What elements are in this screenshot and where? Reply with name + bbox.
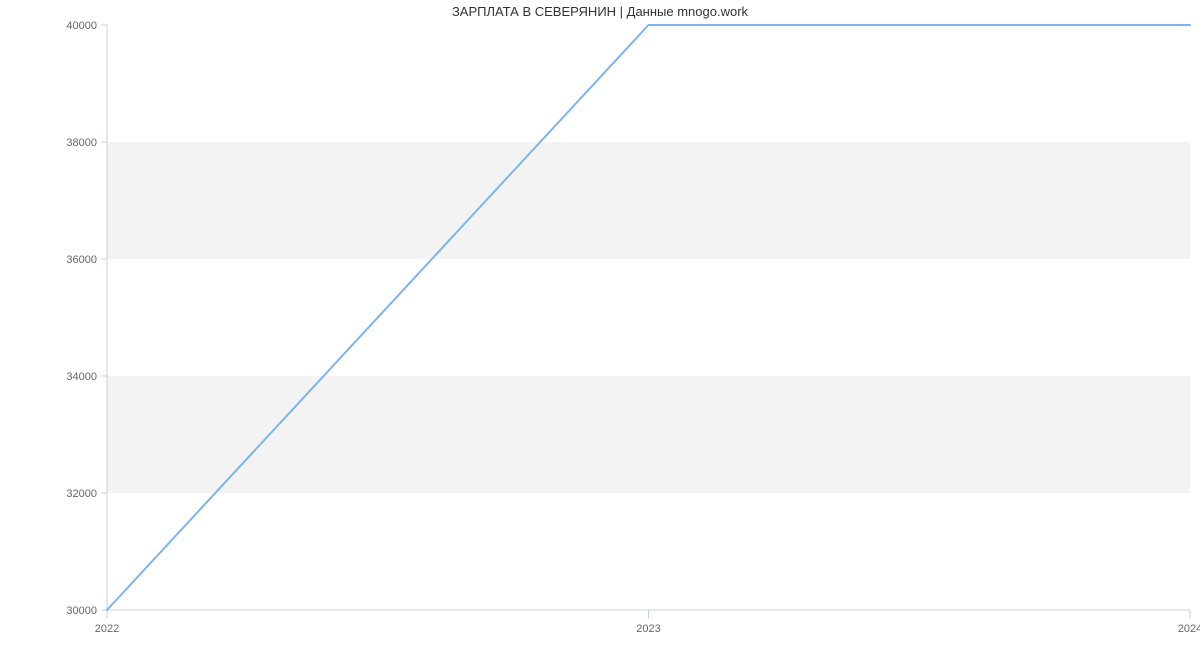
x-tick-label: 2023 xyxy=(636,623,660,635)
y-tick-label: 38000 xyxy=(66,137,97,149)
chart-svg: ЗАРПЛАТА В СЕВЕРЯНИН | Данные mnogo.work… xyxy=(0,0,1200,650)
x-tick-label: 2024 xyxy=(1178,623,1200,635)
y-tick-label: 36000 xyxy=(66,254,97,266)
y-tick-label: 34000 xyxy=(66,371,97,383)
y-tick-label: 32000 xyxy=(66,488,97,500)
chart-title: ЗАРПЛАТА В СЕВЕРЯНИН | Данные mnogo.work xyxy=(452,4,749,19)
y-tick-label: 30000 xyxy=(66,605,97,617)
y-tick-label: 40000 xyxy=(66,20,97,32)
x-tick-label: 2022 xyxy=(95,623,119,635)
salary-chart: ЗАРПЛАТА В СЕВЕРЯНИН | Данные mnogo.work… xyxy=(0,0,1200,650)
